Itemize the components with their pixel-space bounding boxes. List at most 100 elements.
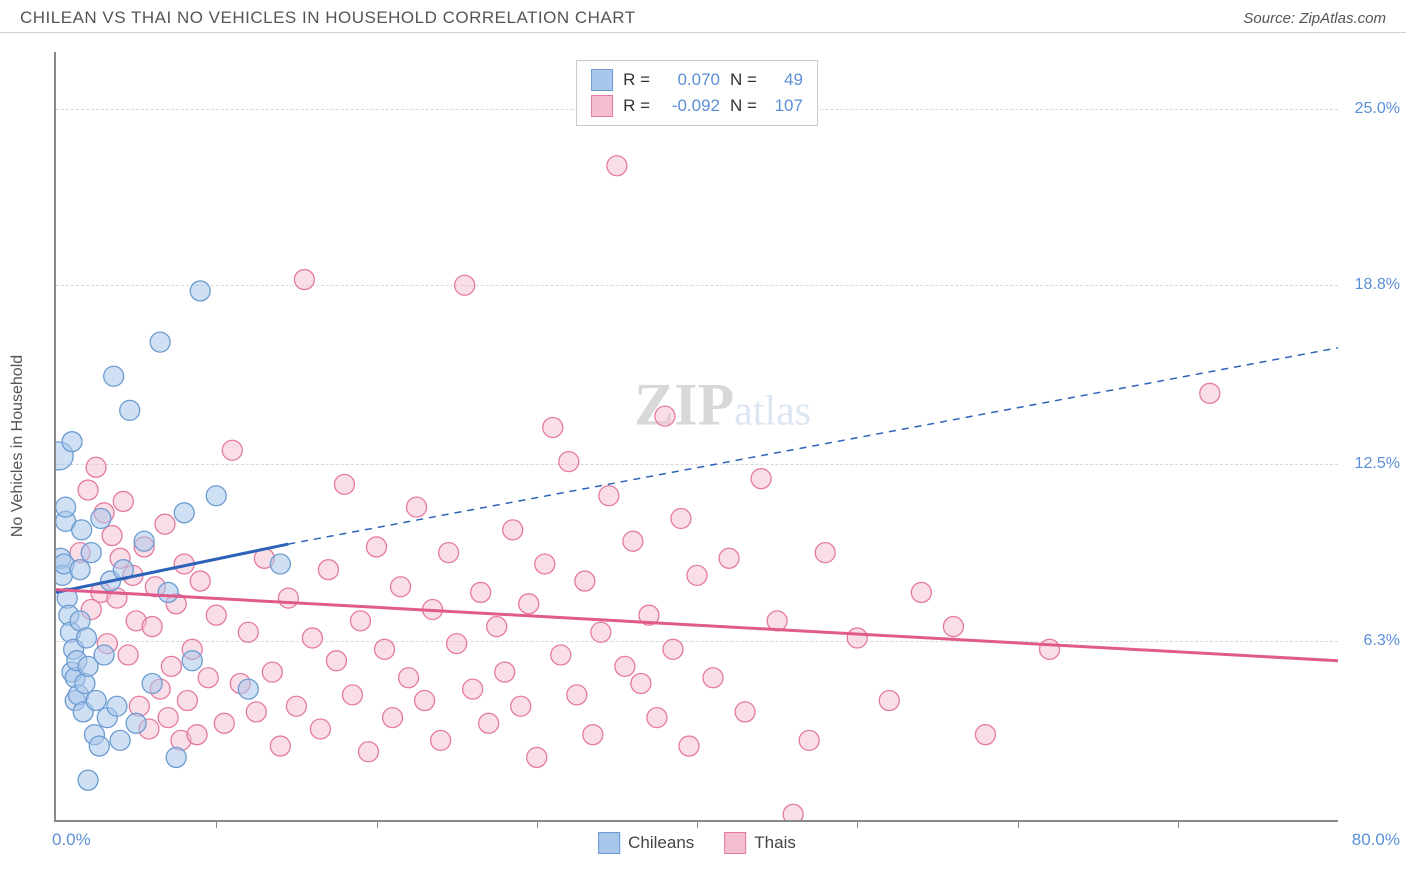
scatter-point	[607, 156, 627, 176]
scatter-point	[559, 452, 579, 472]
y-tick-label: 6.3%	[1364, 632, 1400, 650]
scatter-point	[56, 497, 76, 517]
scatter-point	[495, 662, 515, 682]
legend-swatch-1	[591, 95, 613, 117]
legend-label-0: Chileans	[628, 833, 694, 853]
scatter-point	[543, 417, 563, 437]
scatter-point	[190, 571, 210, 591]
scatter-point	[399, 668, 419, 688]
scatter-point	[166, 747, 186, 767]
scatter-point	[375, 639, 395, 659]
scatter-point	[158, 708, 178, 728]
scatter-point	[735, 702, 755, 722]
scatter-point	[1040, 639, 1060, 659]
scatter-point	[583, 725, 603, 745]
scatter-point	[815, 543, 835, 563]
scatter-point	[334, 474, 354, 494]
scatter-point	[879, 691, 899, 711]
scatter-point	[663, 639, 683, 659]
scatter-point	[142, 617, 162, 637]
x-tick	[377, 820, 378, 828]
scatter-point	[158, 582, 178, 602]
stat-r-label: R =	[623, 96, 650, 116]
scatter-point	[551, 645, 571, 665]
scatter-point	[222, 440, 242, 460]
scatter-point	[358, 742, 378, 762]
scatter-point	[155, 514, 175, 534]
scatter-point	[535, 554, 555, 574]
scatter-point	[383, 708, 403, 728]
scatter-point	[911, 582, 931, 602]
scatter-point	[519, 594, 539, 614]
stat-n-label: N =	[730, 96, 757, 116]
scatter-point	[120, 400, 140, 420]
scatter-point	[238, 679, 258, 699]
legend-swatch-0	[598, 832, 620, 854]
legend-label-1: Thais	[754, 833, 796, 853]
scatter-point	[262, 662, 282, 682]
scatter-point	[81, 543, 101, 563]
scatter-point	[799, 730, 819, 750]
source-attribution: Source: ZipAtlas.com	[1243, 10, 1386, 27]
scatter-point	[703, 668, 723, 688]
scatter-point	[174, 503, 194, 523]
scatter-point	[943, 617, 963, 637]
scatter-point	[86, 691, 106, 711]
scatter-point	[214, 713, 234, 733]
scatter-point	[567, 685, 587, 705]
scatter-point	[286, 696, 306, 716]
stats-legend: R = 0.070 N = 49 R = -0.092 N = 107	[576, 60, 818, 126]
scatter-point	[89, 736, 109, 756]
scatter-point	[439, 543, 459, 563]
scatter-point	[113, 491, 133, 511]
scatter-point	[278, 588, 298, 608]
legend-item-1: Thais	[724, 832, 796, 854]
scatter-point	[407, 497, 427, 517]
scatter-point	[182, 651, 202, 671]
scatter-chart: ZIPatlas R = 0.070 N = 49 R = -0.092 N =…	[54, 52, 1338, 822]
scatter-point	[479, 713, 499, 733]
scatter-point	[246, 702, 266, 722]
stat-r-label: R =	[623, 70, 650, 90]
scatter-point	[615, 656, 635, 676]
scatter-point	[591, 622, 611, 642]
x-tick	[1178, 820, 1179, 828]
scatter-point	[72, 520, 92, 540]
scatter-point	[150, 332, 170, 352]
x-axis-max-label: 80.0%	[1352, 830, 1400, 850]
scatter-point	[679, 736, 699, 756]
scatter-point	[463, 679, 483, 699]
scatter-point	[511, 696, 531, 716]
scatter-point	[575, 571, 595, 591]
source-label: Source:	[1243, 10, 1299, 27]
legend-item-0: Chileans	[598, 832, 694, 854]
scatter-point	[783, 804, 803, 820]
scatter-point	[177, 691, 197, 711]
legend-swatch-1	[724, 832, 746, 854]
stats-row-series-1: R = -0.092 N = 107	[591, 93, 803, 119]
scatter-point	[367, 537, 387, 557]
scatter-point	[118, 645, 138, 665]
scatter-point	[270, 554, 290, 574]
scatter-point	[91, 508, 111, 528]
x-tick	[857, 820, 858, 828]
scatter-point	[623, 531, 643, 551]
scatter-point	[187, 725, 207, 745]
scatter-point	[78, 770, 98, 790]
stat-n-label: N =	[730, 70, 757, 90]
scatter-point	[599, 486, 619, 506]
scatter-plot-svg	[56, 52, 1338, 820]
chart-title: CHILEAN VS THAI NO VEHICLES IN HOUSEHOLD…	[20, 8, 636, 28]
scatter-point	[847, 628, 867, 648]
stat-n-value-0: 49	[767, 70, 803, 90]
scatter-point	[86, 457, 106, 477]
scatter-point	[391, 577, 411, 597]
scatter-point	[471, 582, 491, 602]
scatter-point	[487, 617, 507, 637]
scatter-point	[161, 656, 181, 676]
scatter-point	[206, 486, 226, 506]
stats-row-series-0: R = 0.070 N = 49	[591, 67, 803, 93]
scatter-point	[238, 622, 258, 642]
stat-n-value-1: 107	[767, 96, 803, 116]
x-tick	[697, 820, 698, 828]
